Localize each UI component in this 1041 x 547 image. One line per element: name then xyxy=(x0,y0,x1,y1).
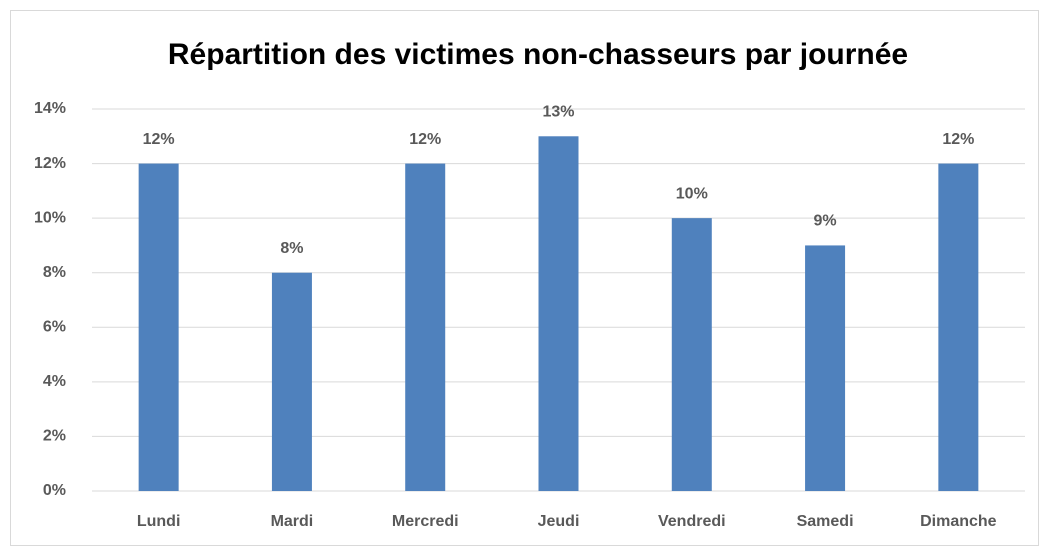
data-label: 12% xyxy=(942,131,974,148)
data-label: 13% xyxy=(542,104,574,121)
y-tick-label: 8% xyxy=(43,264,66,281)
data-label: 9% xyxy=(814,213,837,230)
y-tick-label: 0% xyxy=(43,482,66,499)
x-tick-label: Lundi xyxy=(137,513,181,530)
y-tick-label: 10% xyxy=(34,209,66,226)
data-label: 8% xyxy=(280,240,303,257)
x-tick-label: Jeudi xyxy=(538,513,580,530)
chart-title: Répartition des victimes non-chasseurs p… xyxy=(168,38,908,71)
y-tick-label: 2% xyxy=(43,428,66,445)
bar xyxy=(138,163,179,492)
x-tick-label: Mardi xyxy=(271,513,314,530)
bar xyxy=(938,163,979,492)
bar xyxy=(405,163,446,492)
bar xyxy=(671,218,712,491)
chart-border xyxy=(10,10,1039,546)
bar xyxy=(538,136,579,492)
x-tick-label: Samedi xyxy=(797,513,854,530)
x-tick-label: Dimanche xyxy=(920,513,997,530)
data-label: 12% xyxy=(143,131,175,148)
bar xyxy=(271,272,312,491)
y-tick-label: 12% xyxy=(34,155,66,172)
y-tick-label: 6% xyxy=(43,319,66,336)
y-tick-label: 4% xyxy=(43,373,66,390)
x-tick-label: Vendredi xyxy=(658,513,726,530)
y-tick-label: 14% xyxy=(34,100,66,117)
data-label: 10% xyxy=(676,185,708,202)
x-tick-label: Mercredi xyxy=(392,513,459,530)
bar xyxy=(805,245,846,491)
data-label: 12% xyxy=(409,131,441,148)
